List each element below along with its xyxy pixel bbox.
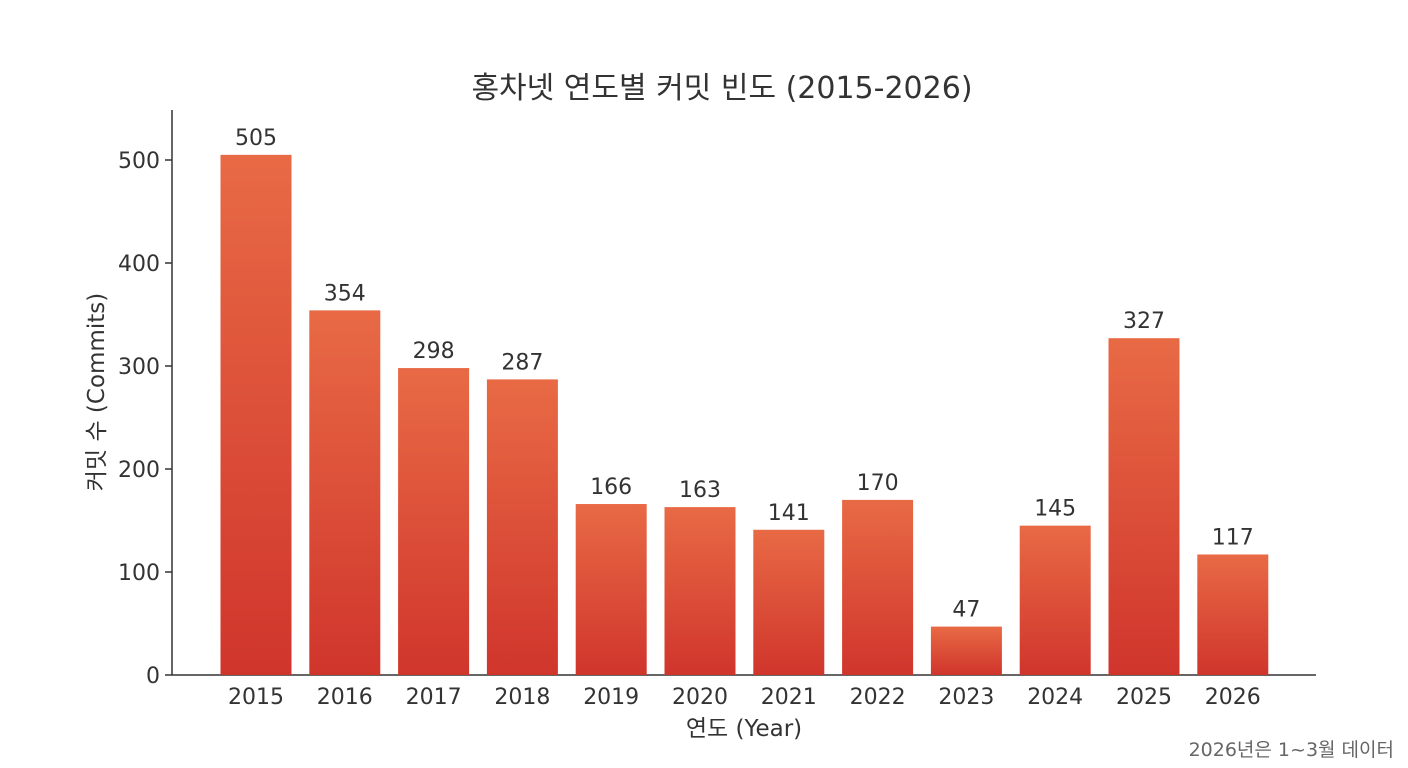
- x-tick-label-2026: 2026: [1205, 685, 1261, 710]
- x-tick-label-2024: 2024: [1027, 685, 1083, 710]
- data-labels: 505 354 298 287 166 163 141 170 47 145 327 117: [235, 126, 1254, 623]
- data-label-2016: 354: [324, 281, 366, 306]
- y-tick-label: 200: [118, 458, 160, 483]
- bar-2020: [664, 507, 736, 675]
- x-tick-label-2020: 2020: [672, 685, 728, 710]
- x-tick-label-2017: 2017: [406, 685, 462, 710]
- data-label-2018: 287: [501, 350, 543, 375]
- bar-2022: [842, 499, 914, 675]
- y-tick-label: 0: [146, 664, 160, 689]
- y-tick-label: 300: [118, 355, 160, 380]
- data-label-2023: 47: [952, 598, 980, 623]
- x-tick-label-2019: 2019: [583, 685, 639, 710]
- chart-title: 홍차넷 연도별 커밋 빈도 (2015-2026): [471, 71, 972, 106]
- data-label-2020: 163: [679, 478, 721, 503]
- data-label-2026: 117: [1212, 525, 1254, 550]
- bar-2015: [220, 154, 292, 676]
- bar-2018: [486, 379, 558, 675]
- bar-2023: [930, 626, 1002, 675]
- bar-2026: [1197, 554, 1269, 675]
- footnote: 2026년은 1~3월 데이터: [1188, 739, 1394, 761]
- data-label-2024: 145: [1034, 497, 1076, 522]
- bar-2025: [1108, 338, 1180, 675]
- bar-2017: [398, 368, 470, 675]
- bar-2019: [575, 504, 647, 675]
- axes: 0 100 200 300 400 500 2015 2016 2017 2018 2019 2020…: [118, 110, 1316, 710]
- x-tick-label-2021: 2021: [761, 685, 817, 710]
- x-tick-label-2015: 2015: [228, 685, 284, 710]
- y-tick-label: 100: [118, 561, 160, 586]
- data-label-2025: 327: [1123, 309, 1165, 334]
- x-tick-label-2023: 2023: [938, 685, 994, 710]
- data-label-2017: 298: [413, 339, 455, 364]
- data-label-2022: 170: [857, 471, 899, 496]
- data-label-2015: 505: [235, 126, 277, 151]
- y-tick-label: 400: [118, 252, 160, 277]
- bar-2016: [309, 310, 381, 675]
- x-tick-label-2025: 2025: [1116, 685, 1172, 710]
- y-tick-label: 500: [118, 149, 160, 174]
- data-label-2019: 166: [590, 475, 632, 500]
- bars: [220, 154, 1269, 676]
- y-axis-label: 커밋 수 (Commits): [84, 293, 110, 491]
- x-tick-label-2018: 2018: [494, 685, 550, 710]
- bar-2021: [753, 529, 825, 675]
- x-tick-label-2016: 2016: [317, 685, 373, 710]
- bar-2024: [1019, 525, 1091, 675]
- data-label-2021: 141: [768, 501, 810, 526]
- x-axis-label: 연도 (Year): [686, 716, 802, 742]
- x-tick-label-2022: 2022: [850, 685, 906, 710]
